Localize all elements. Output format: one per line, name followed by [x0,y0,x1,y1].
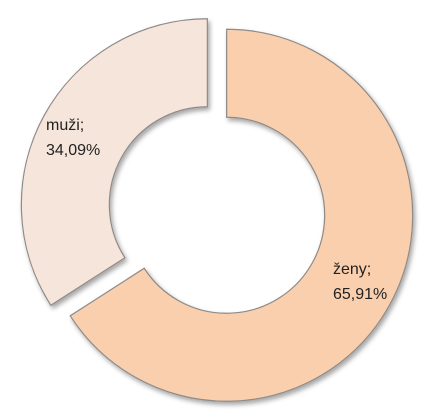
separator: ; [367,261,371,278]
slice-label-value: 34,09% [46,142,100,159]
donut-slice [69,28,414,402]
slice-label-name: ženy; [333,261,371,278]
slice-label-value: 65,91% [333,286,387,303]
separator: ; [80,117,84,134]
donut-slice [20,18,208,307]
slice-label-name: muži; [46,117,84,134]
